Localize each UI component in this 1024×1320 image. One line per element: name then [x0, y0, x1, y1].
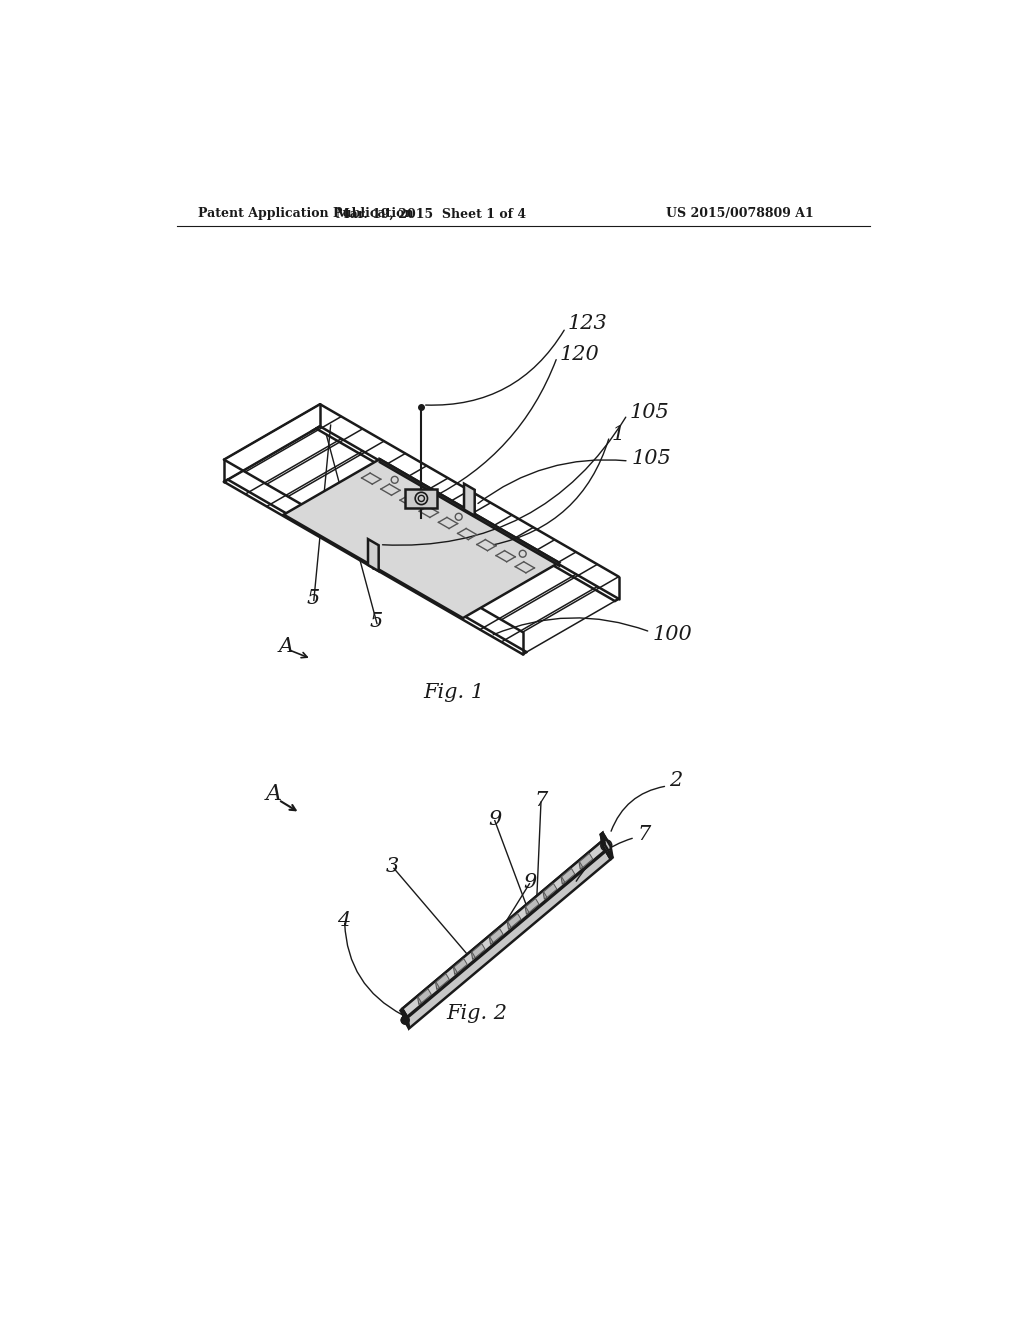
Polygon shape — [402, 1008, 409, 1028]
Text: 9: 9 — [523, 873, 537, 892]
Text: Patent Application Publication: Patent Application Publication — [199, 207, 414, 220]
Text: 105: 105 — [631, 449, 671, 469]
Text: 100: 100 — [652, 624, 692, 644]
Text: A: A — [279, 638, 294, 656]
Polygon shape — [402, 840, 608, 1016]
Text: Mar. 19, 2015  Sheet 1 of 4: Mar. 19, 2015 Sheet 1 of 4 — [336, 207, 526, 220]
Polygon shape — [402, 840, 606, 1020]
Text: Fig. 2: Fig. 2 — [446, 1003, 508, 1023]
Polygon shape — [489, 929, 501, 944]
Text: Fig. 1: Fig. 1 — [424, 684, 484, 702]
Polygon shape — [435, 974, 446, 990]
Text: 123: 123 — [568, 314, 607, 334]
Polygon shape — [508, 913, 521, 928]
Polygon shape — [400, 1008, 407, 1019]
Text: 7: 7 — [535, 791, 548, 810]
Polygon shape — [544, 883, 557, 898]
Polygon shape — [561, 869, 572, 884]
Text: 3: 3 — [386, 857, 399, 876]
Polygon shape — [472, 944, 485, 957]
Polygon shape — [418, 990, 429, 1005]
Text: 5: 5 — [370, 612, 383, 631]
Polygon shape — [454, 960, 465, 974]
Polygon shape — [380, 459, 559, 565]
Text: 5: 5 — [306, 589, 319, 609]
Polygon shape — [284, 459, 559, 618]
Text: 2: 2 — [670, 771, 683, 791]
Text: 4: 4 — [337, 911, 350, 931]
Polygon shape — [436, 974, 450, 987]
Polygon shape — [368, 539, 379, 572]
Polygon shape — [561, 869, 574, 882]
Polygon shape — [603, 845, 612, 859]
Polygon shape — [406, 490, 437, 508]
Text: 105: 105 — [630, 403, 670, 422]
Text: 120: 120 — [559, 346, 599, 364]
Polygon shape — [601, 833, 610, 847]
Polygon shape — [604, 840, 610, 859]
Polygon shape — [601, 834, 610, 859]
Circle shape — [401, 1016, 409, 1024]
Text: 1: 1 — [611, 425, 625, 444]
Polygon shape — [507, 915, 518, 929]
Text: 7: 7 — [637, 825, 650, 843]
Polygon shape — [543, 884, 554, 899]
Polygon shape — [580, 853, 593, 867]
Polygon shape — [525, 899, 537, 915]
Polygon shape — [471, 944, 482, 960]
Text: US 2015/0078809 A1: US 2015/0078809 A1 — [666, 207, 813, 220]
Polygon shape — [601, 833, 604, 846]
Polygon shape — [525, 899, 539, 912]
Polygon shape — [407, 847, 610, 1028]
Polygon shape — [602, 833, 612, 858]
Polygon shape — [454, 958, 467, 973]
Polygon shape — [489, 928, 503, 942]
Polygon shape — [418, 989, 431, 1003]
Text: 9: 9 — [488, 809, 502, 829]
Polygon shape — [464, 483, 475, 516]
Text: A: A — [265, 783, 282, 805]
Polygon shape — [579, 854, 590, 869]
